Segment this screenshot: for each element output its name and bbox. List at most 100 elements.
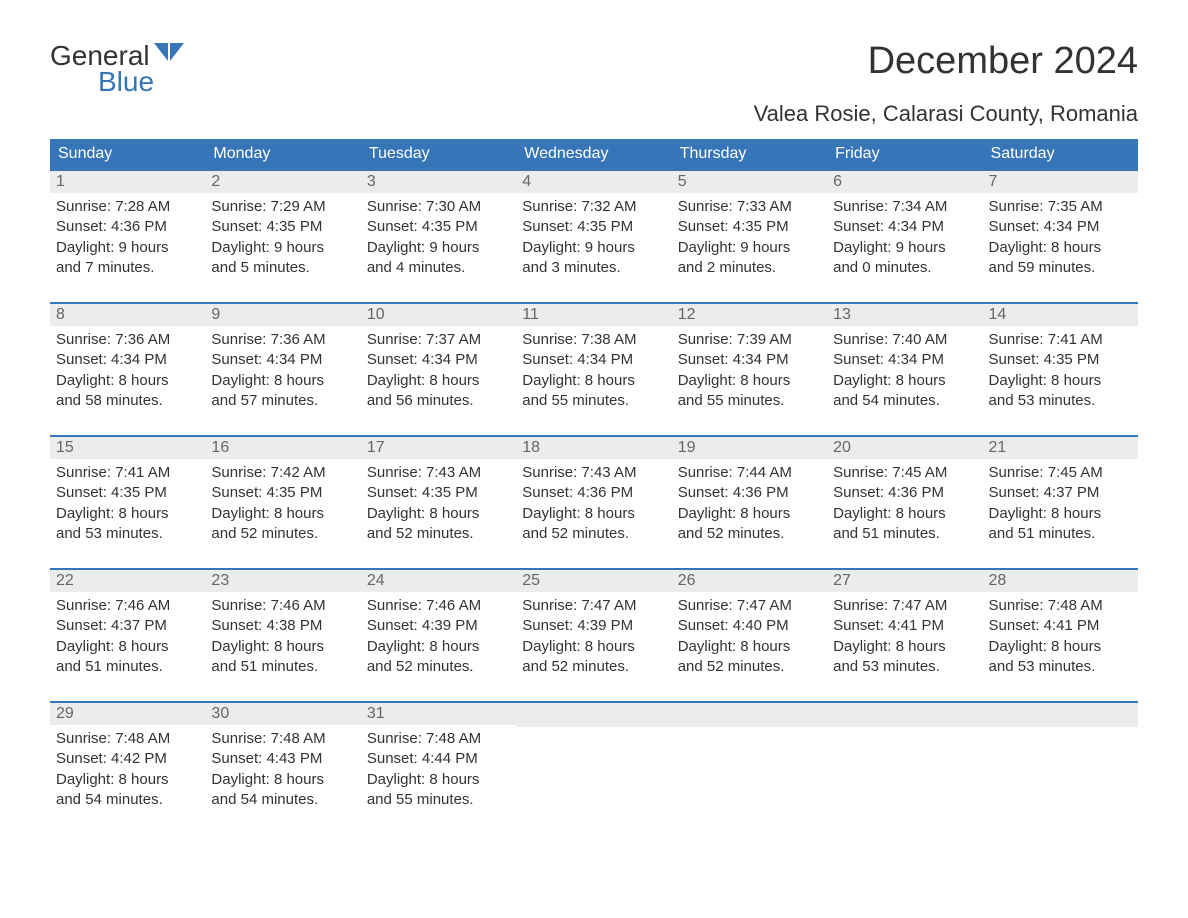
dow-sunday: Sunday [50,139,205,170]
sunrise-text: Sunrise: 7:36 AM [211,330,354,350]
daylight-text: Daylight: 9 hours [56,238,199,258]
daylight-text: and 5 minutes. [211,258,354,278]
day-number: 1 [50,171,205,193]
sunrise-text: Sunrise: 7:46 AM [367,596,510,616]
day-cell: 2Sunrise: 7:29 AMSunset: 4:35 PMDaylight… [205,170,360,303]
daylight-text: Daylight: 8 hours [678,371,821,391]
day-body: Sunrise: 7:28 AMSunset: 4:36 PMDaylight:… [50,193,205,278]
daylight-text: Daylight: 8 hours [989,504,1132,524]
sunset-text: Sunset: 4:34 PM [56,350,199,370]
day-body: Sunrise: 7:47 AMSunset: 4:40 PMDaylight:… [672,592,827,677]
day-cell: 27Sunrise: 7:47 AMSunset: 4:41 PMDayligh… [827,569,982,702]
daylight-text: Daylight: 8 hours [56,637,199,657]
day-cell: 19Sunrise: 7:44 AMSunset: 4:36 PMDayligh… [672,436,827,569]
sunrise-text: Sunrise: 7:46 AM [56,596,199,616]
daylight-text: Daylight: 8 hours [522,371,665,391]
daylight-text: and 58 minutes. [56,391,199,411]
sunrise-text: Sunrise: 7:47 AM [678,596,821,616]
daylight-text: and 7 minutes. [56,258,199,278]
day-of-week-row: Sunday Monday Tuesday Wednesday Thursday… [50,139,1138,170]
day-number: 12 [672,304,827,326]
daylight-text: and 52 minutes. [367,657,510,677]
day-cell: 31Sunrise: 7:48 AMSunset: 4:44 PMDayligh… [361,702,516,834]
day-cell: 4Sunrise: 7:32 AMSunset: 4:35 PMDaylight… [516,170,671,303]
daylight-text: and 55 minutes. [678,391,821,411]
sunrise-text: Sunrise: 7:43 AM [367,463,510,483]
daylight-text: and 52 minutes. [678,524,821,544]
daylight-text: Daylight: 8 hours [833,504,976,524]
sunrise-text: Sunrise: 7:42 AM [211,463,354,483]
daylight-text: and 2 minutes. [678,258,821,278]
title-block: December 2024 Valea Rosie, Calarasi Coun… [754,40,1138,127]
calendar-table: Sunday Monday Tuesday Wednesday Thursday… [50,139,1138,834]
day-number: 11 [516,304,671,326]
daylight-text: Daylight: 9 hours [367,238,510,258]
logo-text-blue: Blue [98,66,184,98]
day-number: 27 [827,570,982,592]
day-body: Sunrise: 7:32 AMSunset: 4:35 PMDaylight:… [516,193,671,278]
sunrise-text: Sunrise: 7:36 AM [56,330,199,350]
sunset-text: Sunset: 4:37 PM [56,616,199,636]
daylight-text: Daylight: 8 hours [211,637,354,657]
daylight-text: Daylight: 8 hours [367,504,510,524]
daylight-text: and 4 minutes. [367,258,510,278]
sunset-text: Sunset: 4:42 PM [56,749,199,769]
sunset-text: Sunset: 4:36 PM [678,483,821,503]
day-cell: 1Sunrise: 7:28 AMSunset: 4:36 PMDaylight… [50,170,205,303]
daylight-text: and 51 minutes. [989,524,1132,544]
week-row: 22Sunrise: 7:46 AMSunset: 4:37 PMDayligh… [50,569,1138,702]
day-cell: 30Sunrise: 7:48 AMSunset: 4:43 PMDayligh… [205,702,360,834]
day-cell: 11Sunrise: 7:38 AMSunset: 4:34 PMDayligh… [516,303,671,436]
day-number: 6 [827,171,982,193]
daylight-text: and 56 minutes. [367,391,510,411]
sunrise-text: Sunrise: 7:48 AM [989,596,1132,616]
day-cell: 7Sunrise: 7:35 AMSunset: 4:34 PMDaylight… [983,170,1138,303]
sunset-text: Sunset: 4:34 PM [989,217,1132,237]
day-number: 24 [361,570,516,592]
day-body: Sunrise: 7:40 AMSunset: 4:34 PMDaylight:… [827,326,982,411]
day-body: Sunrise: 7:39 AMSunset: 4:34 PMDaylight:… [672,326,827,411]
sunrise-text: Sunrise: 7:40 AM [833,330,976,350]
dow-wednesday: Wednesday [516,139,671,170]
sunset-text: Sunset: 4:35 PM [211,483,354,503]
daylight-text: Daylight: 8 hours [367,770,510,790]
sunrise-text: Sunrise: 7:34 AM [833,197,976,217]
daylight-text: Daylight: 9 hours [522,238,665,258]
sunset-text: Sunset: 4:41 PM [833,616,976,636]
sunset-text: Sunset: 4:35 PM [678,217,821,237]
daylight-text: and 3 minutes. [522,258,665,278]
day-number: 10 [361,304,516,326]
day-cell: 12Sunrise: 7:39 AMSunset: 4:34 PMDayligh… [672,303,827,436]
day-cell: 25Sunrise: 7:47 AMSunset: 4:39 PMDayligh… [516,569,671,702]
day-number: 28 [983,570,1138,592]
day-body: Sunrise: 7:34 AMSunset: 4:34 PMDaylight:… [827,193,982,278]
sunset-text: Sunset: 4:34 PM [211,350,354,370]
daylight-text: Daylight: 8 hours [989,637,1132,657]
daylight-text: and 55 minutes. [522,391,665,411]
day-cell: 15Sunrise: 7:41 AMSunset: 4:35 PMDayligh… [50,436,205,569]
day-cell: 9Sunrise: 7:36 AMSunset: 4:34 PMDaylight… [205,303,360,436]
daylight-text: Daylight: 8 hours [367,371,510,391]
daylight-text: Daylight: 8 hours [989,371,1132,391]
sunrise-text: Sunrise: 7:44 AM [678,463,821,483]
sunset-text: Sunset: 4:39 PM [367,616,510,636]
sunset-text: Sunset: 4:34 PM [367,350,510,370]
day-cell [827,702,982,834]
dow-saturday: Saturday [983,139,1138,170]
daylight-text: Daylight: 8 hours [56,371,199,391]
daylight-text: Daylight: 8 hours [522,504,665,524]
day-number: 19 [672,437,827,459]
daylight-text: and 53 minutes. [833,657,976,677]
sunset-text: Sunset: 4:38 PM [211,616,354,636]
sunset-text: Sunset: 4:35 PM [367,483,510,503]
day-number: 5 [672,171,827,193]
sunrise-text: Sunrise: 7:28 AM [56,197,199,217]
sunset-text: Sunset: 4:37 PM [989,483,1132,503]
day-number: 21 [983,437,1138,459]
day-body: Sunrise: 7:41 AMSunset: 4:35 PMDaylight:… [983,326,1138,411]
daylight-text: Daylight: 8 hours [678,637,821,657]
daylight-text: and 53 minutes. [56,524,199,544]
day-number: 8 [50,304,205,326]
sunset-text: Sunset: 4:35 PM [56,483,199,503]
sunrise-text: Sunrise: 7:43 AM [522,463,665,483]
